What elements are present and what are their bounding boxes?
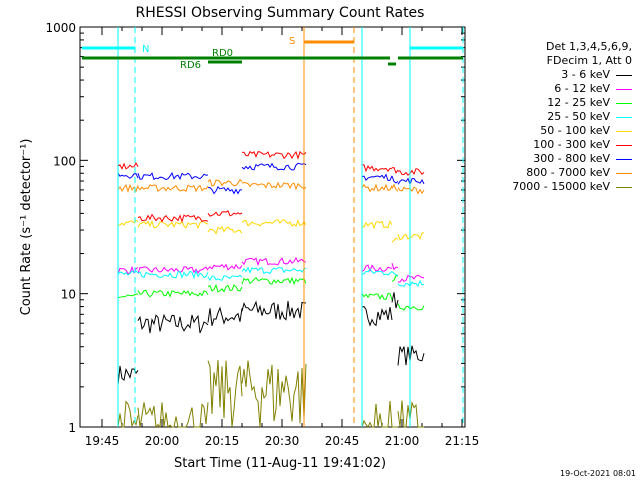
x-tick-label: 20:30: [265, 434, 300, 448]
x-tick-label: 21:00: [385, 434, 420, 448]
x-tick-label: 20:45: [325, 434, 360, 448]
legend-label: 7000 - 15000 keV: [512, 180, 610, 193]
legend-swatch: [616, 186, 632, 188]
legend-label: 12 - 25 keV: [547, 96, 610, 109]
series-line: [117, 266, 425, 288]
legend-entry: 300 - 800 keV: [470, 152, 632, 166]
series-line: [117, 178, 425, 195]
legend-swatch: [616, 116, 632, 118]
legend-label: 25 - 50 keV: [547, 110, 610, 123]
legend-entry: 3 - 6 keV: [470, 68, 632, 82]
y-axis: 1 10 100 1000: [45, 21, 465, 435]
y-tick-label: 100: [53, 154, 76, 168]
legend-entry: 50 - 100 keV: [470, 124, 632, 138]
series-line: [117, 292, 425, 386]
x-tick-label: 20:00: [145, 434, 180, 448]
legend-label: 6 - 12 keV: [554, 82, 610, 95]
legend-entry: 12 - 25 keV: [470, 96, 632, 110]
flag-label-rd6: RD6: [180, 60, 201, 71]
x-tick-label: 21:15: [445, 434, 480, 448]
series-line: [117, 218, 425, 243]
legend-label: 300 - 800 keV: [533, 152, 610, 165]
y-tick-label: 10: [61, 288, 76, 302]
series-line: [117, 150, 425, 223]
series-line: [117, 359, 424, 429]
legend-swatch: [616, 158, 632, 160]
legend-swatch: [616, 88, 632, 90]
legend-swatch: [616, 102, 632, 104]
legend-entry: 800 - 7000 keV: [470, 166, 632, 180]
x-tick-label: 20:15: [205, 434, 240, 448]
flag-layer: N S RD0 RD6: [82, 27, 464, 427]
x-axis: 19:45 20:00 20:15 20:30 20:45 21:00 21:15: [85, 27, 480, 448]
y-tick-label: 1: [68, 421, 76, 435]
x-axis-label: Start Time (11-Aug-11 19:41:02): [174, 456, 386, 471]
legend-swatch: [616, 172, 632, 174]
legend: Det 1,3,4,5,6,9, FDecim 1, Att 0 3 - 6 k…: [470, 40, 632, 194]
y-axis-label: Count Rate (s⁻¹ detector⁻¹): [19, 139, 34, 316]
legend-swatch: [616, 74, 632, 76]
legend-label: 50 - 100 keV: [540, 124, 610, 137]
legend-entry: 7000 - 15000 keV: [470, 180, 632, 194]
legend-swatch: [616, 130, 632, 132]
flag-label-s: S: [289, 36, 295, 47]
legend-header-2: FDecim 1, Att 0: [546, 54, 632, 67]
chart-title: RHESSI Observing Summary Count Rates: [136, 5, 425, 21]
legend-label: 3 - 6 keV: [561, 68, 610, 81]
series-line: [117, 274, 425, 311]
legend-label: 800 - 7000 keV: [526, 166, 610, 179]
legend-entry: 100 - 300 keV: [470, 138, 632, 152]
timestamp: 19-Oct-2021 08:01: [560, 469, 636, 478]
legend-entry: 25 - 50 keV: [470, 110, 632, 124]
legend-header-1: Det 1,3,4,5,6,9,: [545, 40, 632, 53]
legend-label: 100 - 300 keV: [533, 138, 610, 151]
legend-entry: 6 - 12 keV: [470, 82, 632, 96]
series-line: [117, 162, 425, 195]
plot-frame: [79, 26, 466, 428]
flag-label-rd0: RD0: [212, 48, 233, 59]
series-line: [117, 256, 425, 283]
series-layer: [117, 150, 425, 429]
flag-label-n: N: [142, 44, 149, 55]
x-tick-label: 19:45: [85, 434, 120, 448]
y-tick-label: 1000: [45, 21, 76, 35]
legend-swatch: [616, 144, 632, 146]
